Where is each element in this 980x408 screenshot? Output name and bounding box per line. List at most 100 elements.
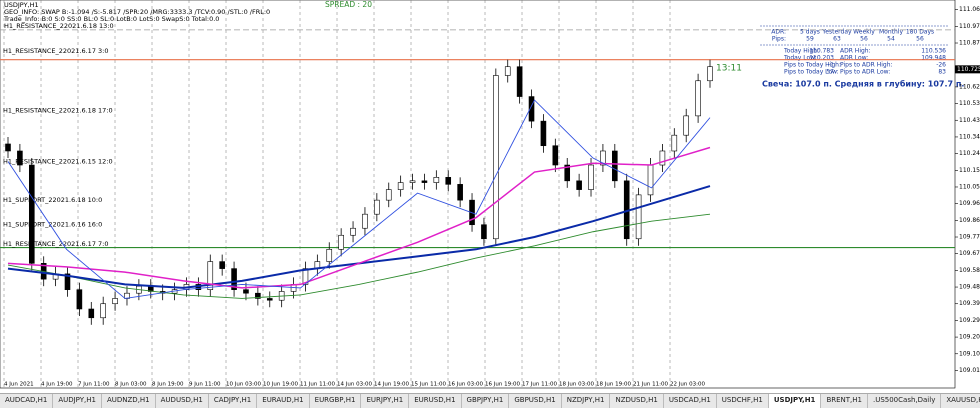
candle-body (647, 164, 654, 196)
x-tick-label: 14 Jun 19:00 (374, 382, 409, 388)
adr-cell: Pips to Today High: (784, 62, 841, 69)
adr-panel: ADR: 5 days Yesterday Weekly Monthly 180 Days… (760, 25, 948, 76)
candle-body (528, 96, 535, 122)
candle-body (350, 227, 356, 236)
timer: 13:11 (716, 64, 742, 74)
level-label: H1_RESISTANCE_22021.6.17 3:0 (3, 47, 108, 55)
x-tick-label: 4 Jun 19:00 (41, 382, 73, 388)
info-line: Trade_Info: B:0 S:0 SS:0 BL:0 SL:0 LotB:… (3, 15, 219, 23)
x-tick-label: 22 Jun 03:00 (670, 382, 705, 388)
candle-body (695, 80, 701, 117)
moving-average (7, 99, 711, 299)
y-tick-label: 110.055 (959, 183, 980, 190)
symbol-tab[interactable]: USDCHF,H1 (717, 394, 769, 408)
adr-cell: -1 (828, 62, 834, 69)
candle-body (28, 164, 35, 264)
symbol-tab[interactable]: EURAUD,H1 (257, 394, 310, 408)
candle-body (516, 66, 523, 97)
candle-body (397, 182, 404, 190)
y-tick-label: 109.295 (959, 317, 980, 324)
symbol-tab[interactable]: USDCAD,H1 (664, 394, 717, 408)
x-tick-label: 10 Jun 19:00 (263, 382, 298, 388)
candle-body (326, 249, 333, 262)
y-tick-label: 109.865 (959, 217, 980, 224)
candle-body (421, 180, 428, 183)
adr-cell: 54 (887, 36, 895, 43)
moving-average (7, 213, 711, 299)
symbol-tab[interactable]: AUDNZD,H1 (102, 394, 156, 408)
adr-cell: ADR High: (840, 48, 871, 55)
adr-cell: 5 days (800, 29, 820, 36)
candle-body (64, 273, 71, 290)
candle-body (17, 150, 23, 166)
x-tick-label: 21 Jun 11:00 (633, 382, 668, 388)
symbol-tab[interactable]: EURUSD,H1 (409, 394, 462, 408)
candle-body (409, 180, 416, 183)
candle-body (540, 120, 547, 147)
adr-cell: -26 (936, 62, 946, 69)
y-tick-label: 110.245 (959, 150, 980, 157)
symbol-tab[interactable]: EURGBP,H1 (310, 394, 362, 408)
symbol-tab[interactable]: CADJPY,H1 (209, 394, 258, 408)
candle-body (5, 143, 11, 152)
symbol-tab[interactable]: NZDUSD,H1 (610, 394, 664, 408)
x-tick-label: 10 Jun 03:00 (226, 382, 261, 388)
y-tick-label: 110.530 (959, 100, 980, 107)
symbol-tab[interactable]: AUDUSD,H1 (156, 394, 209, 408)
symbol-tab[interactable]: AUDJPY,H1 (53, 394, 102, 408)
x-tick-label: 11 Jun 11:00 (300, 382, 335, 388)
adr-cell: 110.783 (809, 48, 834, 55)
moving-average (7, 146, 711, 289)
x-tick-label: 15 Jun 11:00 (411, 382, 446, 388)
info-line: H1_RESISTANCE_22021.6.18 13:0 (4, 22, 114, 30)
candle-body (255, 292, 261, 299)
y-tick-label: 111.065 (959, 6, 980, 13)
symbol-tab[interactable]: .US500Cash,Daily (868, 394, 942, 408)
adr-cell: Pips to ADR Low: (840, 69, 890, 76)
symbol-tab[interactable]: USDJPY,H1 (768, 394, 822, 408)
symbol-tab[interactable]: XAUUSD,H1 (941, 394, 980, 408)
y-tick-label: 109.010 (959, 367, 980, 374)
symbol-tab[interactable]: GBPUSD,H1 (509, 394, 562, 408)
adr-cell: ADR: (771, 29, 786, 36)
symbol-tab[interactable]: EURJPY,H1 (361, 394, 410, 408)
level-label: H1_SUPPORT_22021.6.18 10:0 (3, 196, 102, 204)
adr-cell: Today Low: (783, 55, 817, 62)
symbol-tab[interactable]: BRENT,H1 (821, 394, 868, 408)
candle-body (576, 180, 582, 190)
candle-body (112, 298, 118, 305)
x-tick-label: 9 Jun 11:00 (189, 382, 221, 388)
candle-body (231, 268, 237, 290)
adr-cell: 109.948 (921, 55, 946, 62)
x-tick-label: 14 Jun 03:00 (337, 382, 372, 388)
symbol-tab[interactable]: GBPJPY,H1 (462, 394, 510, 408)
info-line: GEO_INFO: SWAP B:-1.094 /S:-5.817 /SPR:2… (4, 8, 270, 16)
adr-cell: Pips: (772, 36, 786, 43)
y-tick-label: 109.390 (959, 300, 980, 307)
symbol-tab[interactable]: AUDCAD,H1 (0, 394, 54, 408)
candle-body (100, 303, 106, 319)
candle-body (552, 145, 559, 166)
x-tick-label: 17 Jun 11:00 (522, 382, 557, 388)
candle-body (266, 298, 273, 301)
level-label: H1_RESISTANCE_22021.6.17 7:0 (3, 240, 108, 248)
spread: SPREAD : 20 (325, 0, 372, 9)
adr-cell: Pips to ADR High: (840, 62, 893, 69)
y-tick-label: 109.770 (959, 234, 980, 241)
level-label: H1_RESISTANCE_22021.6.18 17:0 (3, 107, 113, 115)
x-tick-label: 18 Jun 19:00 (596, 382, 631, 388)
price-box (955, 65, 980, 74)
adr-cell: 110.536 (921, 48, 946, 55)
candle-body (374, 199, 380, 215)
x-tick-label: 7 Jun 11:00 (78, 382, 110, 388)
candle-body (338, 234, 344, 250)
tab-bar: AUDCAD,H1 AUDJPY,H1 AUDNZD,H1 AUDUSD,H1 CADJ… (0, 393, 980, 408)
y-tick-label: 109.580 (959, 267, 980, 274)
symbol-tab[interactable]: NZDJPY,H1 (562, 394, 611, 408)
y-tick-label: 110.150 (959, 167, 980, 174)
adr-cell: 63 (833, 36, 841, 43)
x-tick-label: 8 Jun 19:00 (152, 382, 184, 388)
level-label: H1_RESISTANCE_22021.6.15 12:0 (3, 158, 113, 166)
candle-body (588, 164, 594, 190)
